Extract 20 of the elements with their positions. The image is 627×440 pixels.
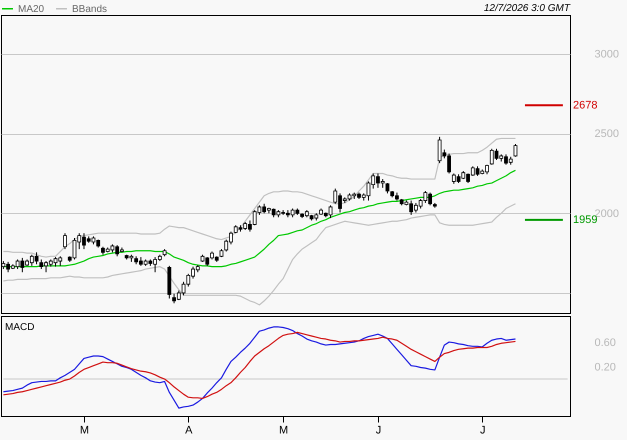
candlestick bbox=[514, 144, 518, 158]
legend-label: BBands bbox=[72, 4, 108, 15]
x-tick-label: M bbox=[279, 424, 288, 436]
legend-label: MA20 bbox=[18, 4, 45, 15]
x-tick-label: J bbox=[480, 424, 486, 436]
x-tick-label: A bbox=[185, 424, 194, 436]
x-tick-label: J bbox=[376, 424, 382, 436]
y-tick-label: 3000 bbox=[594, 48, 619, 61]
ref-line-label: 1959 bbox=[573, 214, 598, 226]
y-tick-label: 2500 bbox=[594, 128, 619, 140]
x-tick-label: M bbox=[80, 424, 90, 436]
y-tick-label: 0.20 bbox=[594, 361, 616, 374]
text: MACD bbox=[5, 322, 34, 333]
line-series bbox=[2, 332, 516, 400]
ref-line-label: 2678 bbox=[573, 99, 598, 112]
candlestick bbox=[438, 136, 442, 164]
candlestick bbox=[63, 232, 67, 250]
text: 12/7/2026 3:0 GMT bbox=[484, 3, 571, 14]
candlestick bbox=[386, 182, 390, 194]
y-tick-label: 0.60 bbox=[594, 337, 616, 350]
